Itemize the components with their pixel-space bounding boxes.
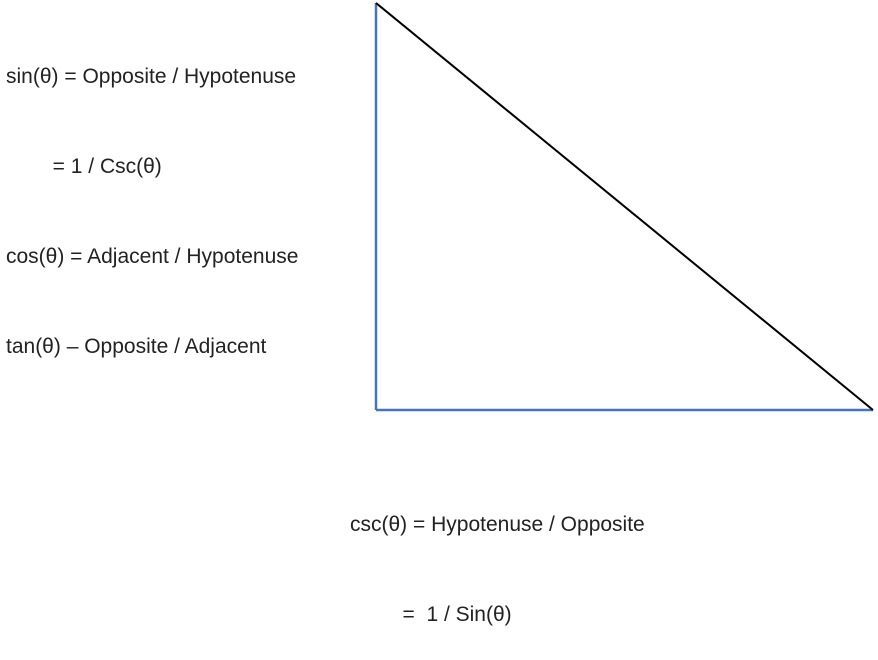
csc-sin-relation: = 1 / Sin(θ) [350, 603, 512, 626]
tan-formula: tan(θ) – Opposite / Adjacent [6, 335, 267, 358]
hypotenuse [375, 2, 874, 411]
sin-csc-relation: = 1 / Csc(θ) [6, 155, 162, 178]
top-formula-list: sin(θ) = Opposite / Hypotenuse = 1 / Csc… [6, 2, 298, 392]
right-triangle-diagram [374, 2, 874, 412]
bottom-formula-list: csc(θ) = Hypotenuse / Opposite = 1 / Sin… [350, 450, 645, 660]
cos-formula: cos(θ) = Adjacent / Hypotenuse [6, 245, 299, 268]
sin-formula: sin(θ) = Opposite / Hypotenuse [6, 65, 297, 88]
csc-formula: csc(θ) = Hypotenuse / Opposite [350, 513, 645, 536]
